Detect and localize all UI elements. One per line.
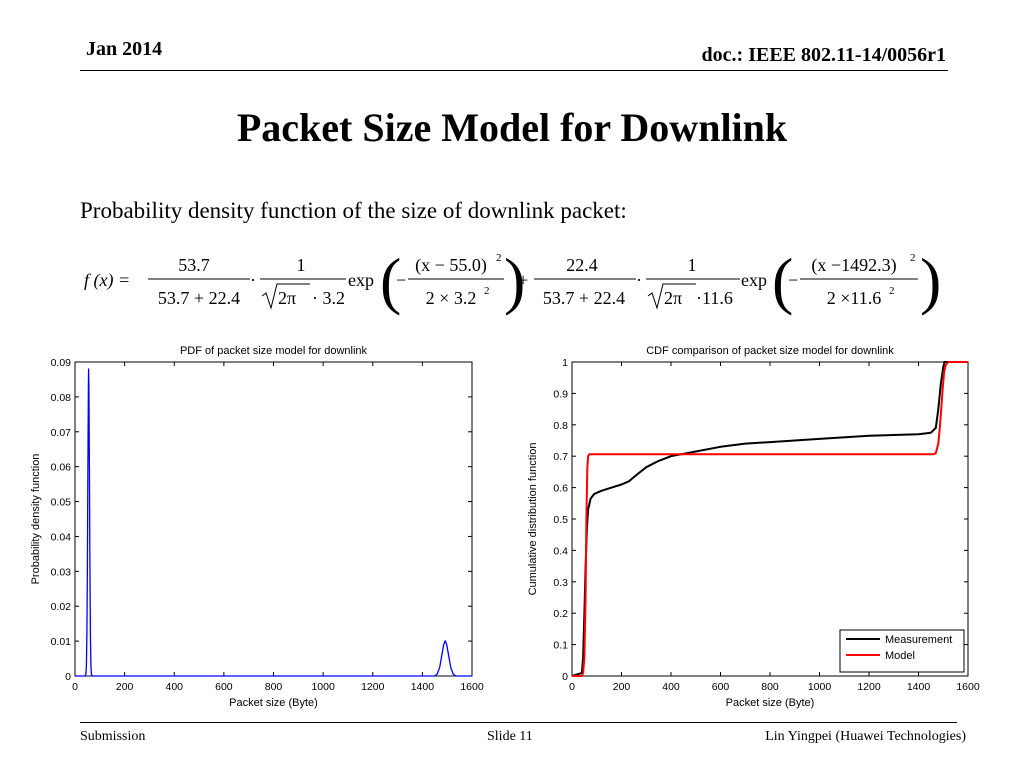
formula-t2-sigma: ·11.6 [696, 288, 733, 308]
formula-t1-sqrt: 2π [278, 288, 296, 308]
formula-t1-one: 1 [297, 255, 306, 275]
formula-sq: 2 [484, 285, 490, 297]
slide-title: Packet Size Model for Downlink [236, 105, 788, 150]
formula-paren-right: ) [504, 245, 525, 316]
x-tick-label: 1000 [808, 681, 832, 693]
y-tick-label: 0.06 [51, 462, 72, 474]
formula-sq: 2 [889, 285, 895, 297]
footer-author: Lin Yingpei (Huawei Technologies) [765, 729, 966, 744]
formula-t1-minus: − [396, 270, 406, 290]
header-rule [80, 70, 948, 71]
x-tick-label: 1400 [411, 681, 435, 693]
formula-sqrt-sign [647, 283, 696, 310]
header-doc-id: doc.: IEEE 802.11-14/0056r1 [701, 44, 946, 66]
x-tick-label: 200 [116, 681, 134, 693]
formula-t1-exp-num: (x − 55.0) [415, 255, 487, 276]
y-tick-label: 0.01 [51, 636, 72, 648]
series-line-model [572, 361, 968, 677]
formula-plus: + [518, 270, 528, 290]
x-tick-label: 0 [72, 681, 78, 693]
x-tick-label: 1600 [460, 681, 484, 693]
formula-t2-exp-num: (x −1492.3) [811, 255, 896, 276]
plot-area [74, 361, 473, 677]
y-tick-label: 0 [65, 671, 71, 683]
y-tick-label: 0.6 [553, 483, 568, 495]
cdf-chart: CDF comparison of packet size model for … [527, 345, 980, 709]
formula-t2-minus: − [788, 270, 798, 290]
footer-left: Submission [80, 729, 146, 744]
x-tick-label: 600 [215, 681, 233, 693]
x-tick-label: 1600 [956, 681, 980, 693]
y-tick-label: 0.02 [51, 601, 72, 613]
formula-t2-num: 22.4 [566, 255, 598, 275]
formula-paren-left: ( [772, 245, 793, 316]
pdf-formula: f (x) = 53.7 53.7 + 22.4 · 1 2π · 3.2 ex… [84, 245, 941, 316]
x-tick-label: 1200 [361, 681, 385, 693]
legend-box [839, 629, 965, 673]
formula-t1-exp-den: 2 × 3.2 [426, 288, 477, 308]
x-tick-label: 400 [165, 681, 183, 693]
x-tick-label: 200 [613, 681, 631, 693]
y-tick-label: 0.4 [553, 545, 568, 557]
y-tick-label: 0.05 [51, 497, 72, 509]
y-tick-label: 1 [562, 357, 568, 369]
formula-paren-right: ) [920, 245, 941, 316]
header-date: Jan 2014 [86, 38, 163, 60]
formula-dot: · [636, 270, 642, 290]
y-tick-label: 0.8 [553, 420, 568, 432]
formula-sq: 2 [496, 252, 502, 264]
formula-t1-sigma: · 3.2 [312, 288, 345, 308]
y-tick-label: 0.04 [51, 531, 72, 543]
formula-lhs: f (x) = [84, 270, 130, 291]
chart-title: PDF of packet size model for downlink [180, 345, 368, 357]
y-tick-label: 0.3 [553, 577, 568, 589]
legend-label: Measurement [885, 634, 952, 646]
formula-t2-exp: exp [741, 270, 767, 290]
y-tick-label: 0.7 [553, 451, 568, 463]
x-tick-label: 800 [265, 681, 283, 693]
formula-t2-exp-den: 2 ×11.6 [827, 288, 881, 308]
formula-paren-left: ( [380, 245, 401, 316]
y-tick-label: 0.5 [553, 514, 568, 526]
x-tick-label: 800 [761, 681, 779, 693]
x-axis-label: Packet size (Byte) [726, 697, 815, 709]
x-tick-label: 1200 [857, 681, 881, 693]
formula-sqrt-sign [261, 283, 310, 310]
legend-label: Model [885, 650, 915, 662]
formula-t1-exp: exp [348, 270, 374, 290]
y-tick-label: 0.07 [51, 427, 72, 439]
y-tick-label: 0.08 [51, 392, 72, 404]
footer-rule [80, 722, 957, 723]
x-tick-label: 400 [662, 681, 680, 693]
y-tick-label: 0.2 [553, 608, 568, 620]
formula-sq: 2 [910, 252, 916, 264]
intro-text: Probability density function of the size… [80, 198, 627, 223]
pdf-chart: PDF of packet size model for downlink Pac… [30, 345, 484, 709]
y-tick-label: 0.9 [553, 388, 568, 400]
plot-area [571, 361, 969, 677]
formula-t2-one: 1 [688, 255, 697, 275]
y-tick-label: 0.03 [51, 566, 72, 578]
y-axis-label: Cumulative distribution function [527, 443, 539, 596]
formula-dot: · [250, 270, 256, 290]
series-line-0 [75, 368, 472, 677]
y-tick-label: 0 [562, 671, 568, 683]
formula-t1-num: 53.7 [178, 255, 210, 275]
chart-title: CDF comparison of packet size model for … [646, 345, 894, 357]
formula-t1-den: 53.7 + 22.4 [158, 288, 240, 308]
footer-slide-number: Slide 11 [487, 729, 533, 744]
x-axis-label: Packet size (Byte) [229, 697, 318, 709]
x-tick-label: 600 [712, 681, 730, 693]
x-tick-label: 1000 [311, 681, 335, 693]
formula-t2-den: 53.7 + 22.4 [543, 288, 625, 308]
y-axis-label: Probability density function [30, 454, 42, 585]
y-tick-label: 0.09 [51, 357, 72, 369]
x-tick-label: 1400 [907, 681, 931, 693]
y-tick-label: 0.1 [553, 640, 568, 652]
formula-t2-sqrt: 2π [664, 288, 682, 308]
x-tick-label: 0 [569, 681, 575, 693]
